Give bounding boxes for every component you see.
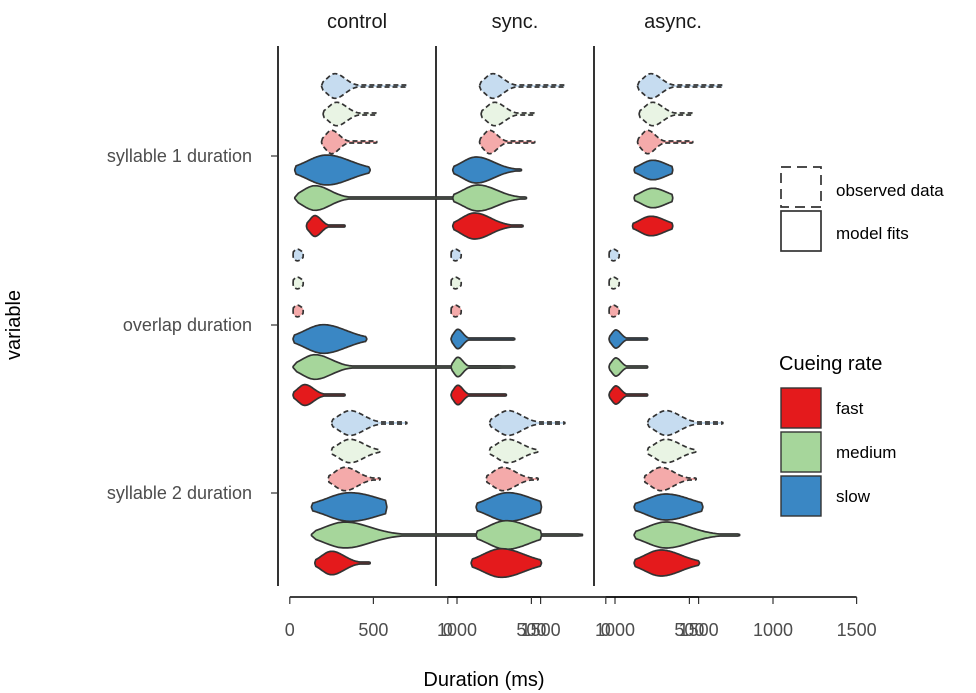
violin-observed-fast [478,129,536,155]
violin-observed-slow [488,409,566,437]
violin-observed-medium [450,276,463,290]
legend-title-cueing-rate: Cueing rate [779,353,882,375]
violin-model-slow [633,493,704,521]
violin-observed-medium [488,438,539,464]
violin-observed-medium [480,101,536,127]
violin-observed-slow [646,409,724,437]
violin-observed-medium [322,101,378,127]
violin-model-slow [293,154,371,186]
violin-observed-fast [608,304,621,318]
legend-label-medium: medium [836,443,896,462]
violin-observed-medium [646,438,697,464]
x-tick-label: 1000 [595,620,635,640]
violin-observed-fast [485,466,539,492]
panel-3: async. 0 500 1000 1500 [593,11,877,640]
violin-observed-slow [450,248,463,262]
legend-key-medium [780,431,822,473]
x-tick-label: 0 [443,620,453,640]
y-axis-title: variable [3,290,25,360]
violin-observed-medium [330,438,381,464]
violin-model-medium [475,519,543,551]
violin-model-fast [450,384,508,406]
x-tick-label: 500 [516,620,546,640]
violin-model-fast [631,215,674,237]
violin-observed-slow [292,248,305,262]
violin-observed-slow [608,248,621,262]
violin-observed-fast [636,129,694,155]
violin-model-fast [608,385,649,405]
panel-title: sync. [492,11,539,33]
violin-observed-fast [292,304,305,318]
violin-observed-fast [327,466,381,492]
y-tick-label: syllable 1 duration [107,146,252,166]
x-tick-label: 1500 [679,620,719,640]
legend: observed data model fits Cueing rate fast me… [779,166,944,517]
violin-observed-slow [478,72,566,100]
violin-model-slow [633,159,674,181]
legend-key-slow [780,475,822,517]
violin-model-slow [608,329,649,349]
violin-observed-slow [636,72,724,100]
y-axis: syllable 1 duration overlap duration sylla… [107,146,278,503]
legend-key-observed [780,166,822,208]
violin-model-fast [451,212,524,240]
legend-label-slow: slow [836,487,871,506]
violin-model-medium [633,187,674,209]
y-tick-label: overlap duration [123,315,252,335]
x-axis-title: Duration (ms) [423,669,544,691]
violin-observed-fast [643,466,697,492]
x-tick-label: 0 [285,620,295,640]
legend-key-model [780,210,822,252]
legend-key-fast [780,387,822,429]
violin-model-slow [451,156,523,184]
violin-model-fast [314,550,371,576]
violin-model-slow [310,491,388,523]
x-tick-label: 1000 [437,620,477,640]
violin-observed-medium [638,101,694,127]
violin-model-medium [633,521,741,549]
violin-model-slow [292,323,368,355]
x-tick-label: 1500 [837,620,877,640]
x-tick-label: 500 [358,620,388,640]
panel-1: control 0 500 1000 1500 [277,11,561,640]
legend-label-model: model fits [836,224,909,243]
violin-model-medium [310,521,584,549]
violin-observed-slow [330,409,408,437]
violin-observed-fast [320,129,378,155]
violin-model-slow [450,328,516,350]
violin-model-fast [305,214,346,238]
legend-label-observed: observed data [836,181,944,200]
violin-observed-fast [450,304,463,318]
panel-title: control [327,11,387,33]
violin-model-medium [450,356,516,378]
y-tick-label: syllable 2 duration [107,483,252,503]
x-tick-label: 0 [601,620,611,640]
violin-observed-medium [292,276,305,290]
legend-label-fast: fast [836,399,864,418]
violin-model-fast [292,383,346,407]
violin-model-fast [633,549,701,577]
panel-title: async. [644,11,702,33]
x-tick-label: 1500 [521,620,561,640]
violin-model-medium [608,357,649,377]
x-tick-label: 1000 [753,620,793,640]
violin-observed-medium [608,276,621,290]
violin-model-slow [475,491,543,523]
x-tick-label: 500 [674,620,704,640]
violin-model-medium [451,184,528,212]
violin-observed-slow [320,72,408,100]
violin-model-fast [470,547,543,579]
